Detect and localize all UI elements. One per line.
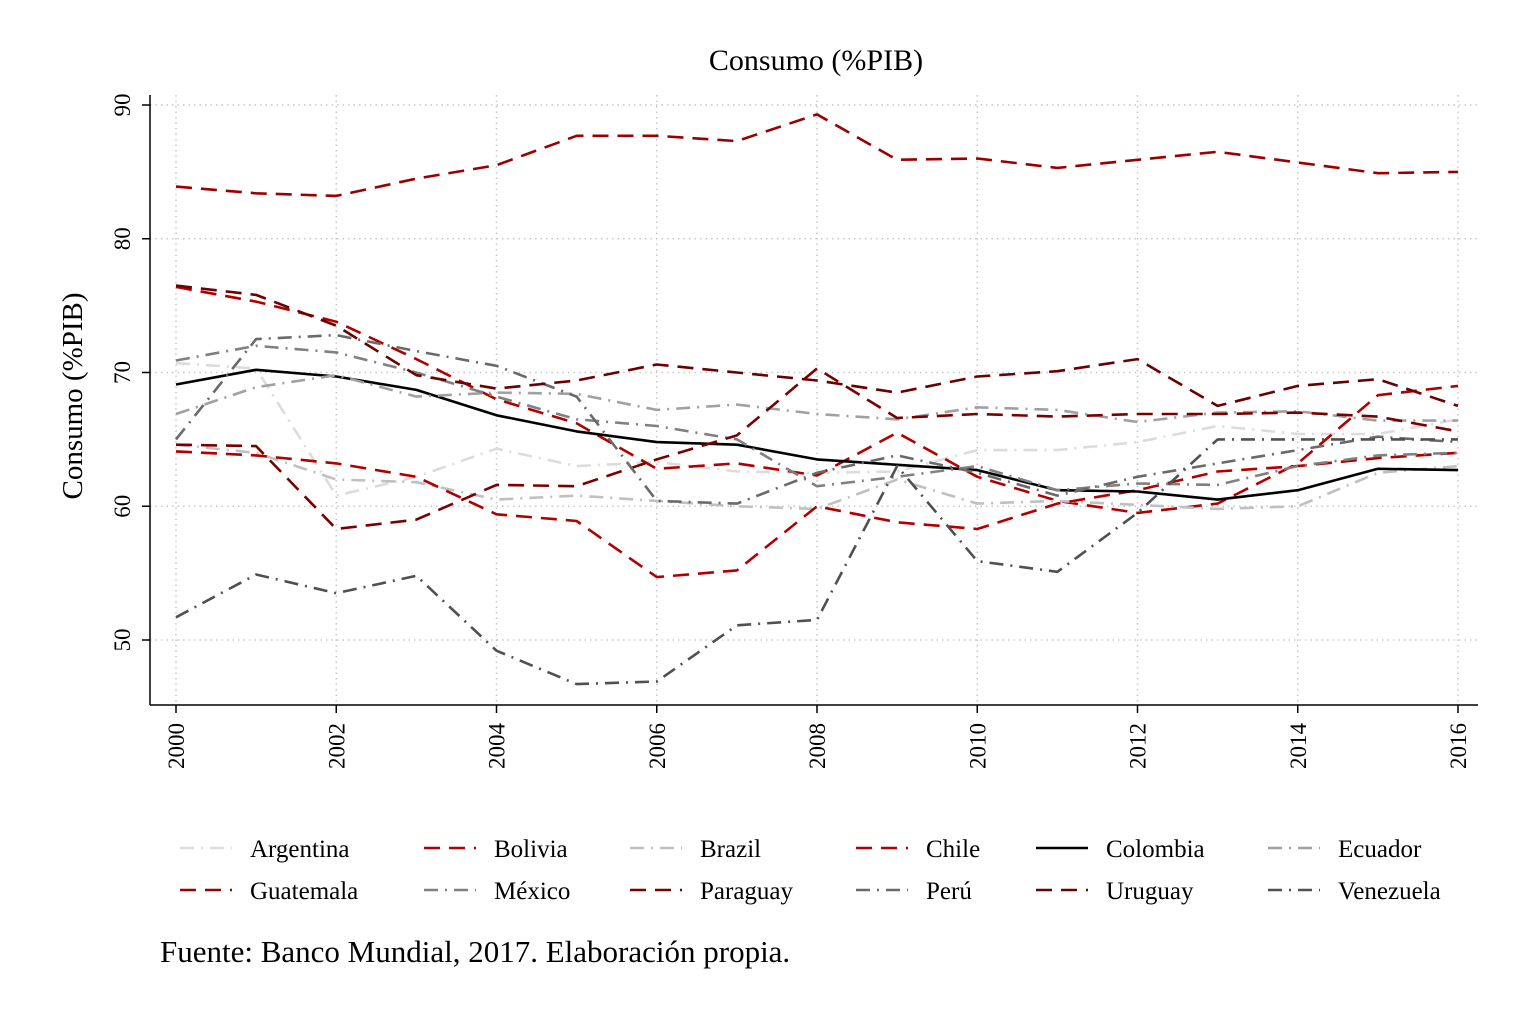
y-tick-label: 70: [110, 361, 135, 384]
legend-label-argentina: Argentina: [250, 836, 350, 863]
legend-label-colombia: Colombia: [1106, 836, 1205, 863]
series-line-bolivia: [175, 285, 1459, 515]
x-tick-label: 2008: [805, 723, 830, 769]
legend-label-mexico: México: [494, 878, 570, 905]
y-tick-label: 60: [110, 495, 135, 518]
series-line-mexico: [175, 344, 1459, 492]
series-line-ecuador: [175, 373, 1458, 424]
series-line-brazil: [175, 443, 1459, 511]
y-tick-label: 50: [110, 629, 135, 652]
series-lines: [174, 113, 1459, 686]
legend-label-peru: Perú: [926, 878, 972, 905]
axes: 50 60 70 80 90 2000 2002 2004 2006 2008 2010 2012 20…: [110, 94, 1478, 770]
legend-label-ecuador: Ecuador: [1338, 836, 1422, 863]
x-tick-label: 2002: [324, 723, 349, 769]
series-line-colombia: [175, 368, 1459, 501]
x-tick-label: 2006: [645, 723, 670, 769]
x-tick-label: 2000: [164, 723, 189, 769]
y-tick-label: 80: [110, 227, 135, 250]
series-line-uruguay: [175, 284, 1459, 408]
legend-label-uruguay: Uruguay: [1106, 878, 1194, 905]
y-axis-label: Consumo (%PIB): [57, 292, 89, 499]
x-tick-label: 2012: [1126, 723, 1151, 769]
series-line-paraguay: [175, 367, 1459, 531]
chart-title: Consumo (%PIB): [709, 44, 923, 77]
legend-label-paraguay: Paraguay: [700, 878, 794, 905]
series-line-venezuela: [175, 438, 1458, 686]
y-tick-label: 90: [110, 94, 135, 117]
grid-lines: [150, 95, 1478, 705]
legend-label-guatemala: Guatemala: [250, 878, 358, 905]
legend-label-brazil: Brazil: [700, 836, 761, 863]
legend-label-chile: Chile: [926, 836, 980, 863]
legend-label-bolivia: Bolivia: [494, 836, 568, 863]
x-tick-label: 2010: [965, 723, 990, 769]
x-tick-label: 2004: [485, 723, 510, 770]
series-line-chile: [175, 450, 1459, 579]
x-tick-label: 2014: [1286, 723, 1311, 770]
x-tick-label: 2016: [1446, 723, 1471, 769]
series-line-guatemala: [175, 113, 1459, 198]
series-line-peru: [174, 333, 1459, 505]
legend-label-venezuela: Venezuela: [1338, 878, 1441, 905]
source-caption: Fuente: Banco Mundial, 2017. Elaboración…: [160, 934, 790, 969]
legend: Argentina Bolivia Brazil Chile Colombia Ecuad…: [180, 836, 1441, 905]
